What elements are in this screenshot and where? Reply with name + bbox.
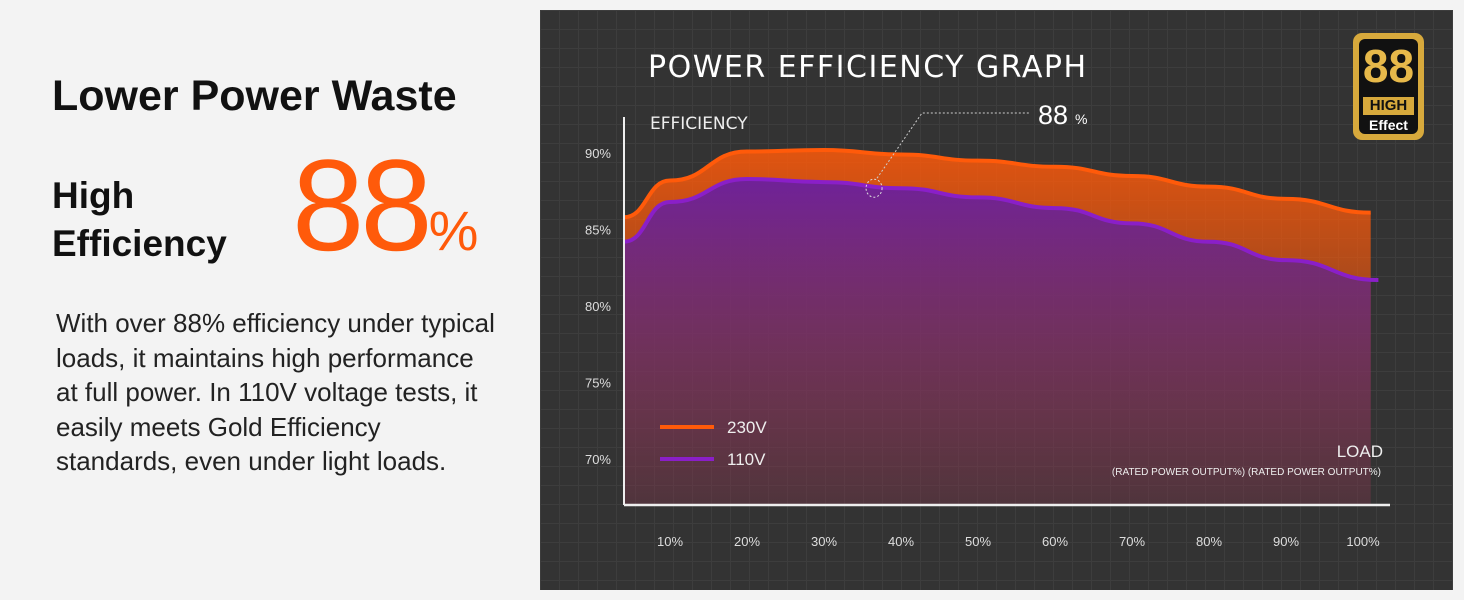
big-unit: % [428, 199, 479, 262]
y-axis-label: EFFICIENCY [650, 114, 748, 134]
annotation-value: 88 [1038, 100, 1068, 130]
y-tick-label: 80% [585, 299, 611, 314]
x-axis-sublabel: (RATED POWER OUTPUT%) (RATED POWER OUTPU… [1112, 467, 1381, 478]
badge-line1: HIGH [1363, 97, 1414, 115]
x-tick-label: 10% [657, 534, 683, 549]
subheading-line1: High [52, 175, 135, 216]
x-tick-label: 70% [1119, 534, 1145, 549]
x-tick-label: 60% [1042, 534, 1068, 549]
badge-line2: Effect [1369, 117, 1408, 133]
y-tick-label: 70% [585, 452, 611, 467]
x-tick-label: 80% [1196, 534, 1222, 549]
x-tick-label: 40% [888, 534, 914, 549]
feature-text: Lower Power Waste High Efficiency 88% Wit… [0, 0, 540, 600]
efficiency-badge: 88 HIGH Effect [1353, 33, 1424, 140]
badge-number: 88 [1362, 40, 1415, 92]
annotation-unit: % [1075, 111, 1087, 127]
description: With over 88% efficiency under typical l… [56, 308, 495, 476]
y-tick-label: 85% [585, 223, 611, 238]
y-tick-label: 75% [585, 376, 611, 391]
legend-label-230V: 230V [727, 418, 767, 437]
heading: Lower Power Waste [52, 72, 457, 120]
x-axis-label: LOAD [1337, 442, 1383, 461]
y-tick-label: 90% [585, 146, 611, 161]
x-tick-label: 100% [1346, 534, 1380, 549]
big-value: 88 [292, 132, 433, 278]
area-110v [623, 179, 1379, 505]
line-110v [623, 177, 1379, 282]
big-efficiency-value: 88% [292, 130, 478, 280]
annotation-marker [865, 178, 883, 198]
x-tick-label: 30% [811, 534, 837, 549]
chart-title: POWER EFFICIENCY GRAPH [648, 50, 1088, 85]
legend-label-110V: 110V [727, 450, 766, 469]
subheading-line2: Efficiency [52, 223, 227, 264]
x-tick-label: 50% [965, 534, 991, 549]
x-tick-label: 20% [734, 534, 760, 549]
x-tick-label: 90% [1273, 534, 1299, 549]
line-230v [623, 147, 1371, 220]
subheading: High Efficiency [52, 172, 227, 268]
